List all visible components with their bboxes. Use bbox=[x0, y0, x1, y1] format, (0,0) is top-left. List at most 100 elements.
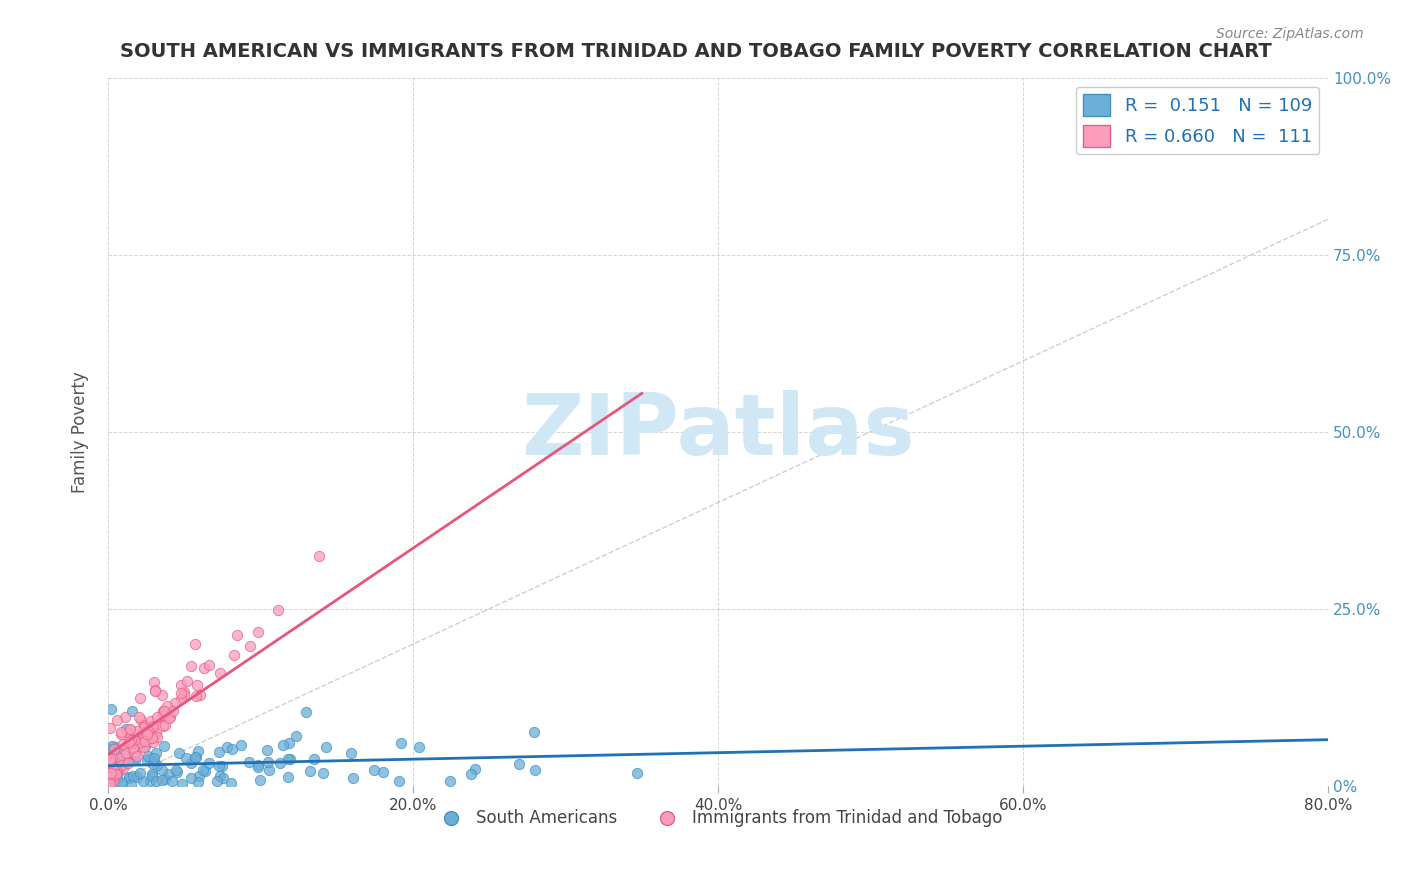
South Americans bbox=[124, 745, 146, 759]
Immigrants from Trinidad and Tobago bbox=[98, 764, 121, 779]
Immigrants from Trinidad and Tobago bbox=[143, 682, 166, 697]
Immigrants from Trinidad and Tobago bbox=[108, 751, 131, 765]
South Americans bbox=[143, 751, 166, 765]
South Americans bbox=[371, 764, 394, 779]
South Americans bbox=[524, 763, 547, 777]
Immigrants from Trinidad and Tobago bbox=[152, 707, 174, 722]
Immigrants from Trinidad and Tobago bbox=[165, 696, 187, 710]
South Americans bbox=[111, 776, 134, 790]
South Americans bbox=[152, 739, 174, 753]
Immigrants from Trinidad and Tobago bbox=[110, 726, 132, 740]
Immigrants from Trinidad and Tobago bbox=[98, 769, 121, 783]
South Americans bbox=[142, 754, 165, 768]
Immigrants from Trinidad and Tobago bbox=[131, 724, 153, 739]
South Americans bbox=[135, 754, 157, 768]
South Americans bbox=[141, 769, 163, 783]
Immigrants from Trinidad and Tobago bbox=[225, 628, 247, 642]
Immigrants from Trinidad and Tobago bbox=[193, 661, 215, 675]
South Americans bbox=[298, 764, 321, 779]
South Americans bbox=[112, 754, 135, 768]
South Americans bbox=[312, 766, 335, 780]
Immigrants from Trinidad and Tobago bbox=[98, 752, 121, 766]
Immigrants from Trinidad and Tobago bbox=[105, 713, 128, 727]
South Americans bbox=[249, 772, 271, 787]
South Americans bbox=[187, 775, 209, 789]
South Americans bbox=[107, 770, 129, 784]
South Americans bbox=[180, 756, 202, 770]
South Americans bbox=[339, 746, 361, 760]
South Americans bbox=[100, 772, 122, 786]
Immigrants from Trinidad and Tobago bbox=[117, 737, 139, 751]
Immigrants from Trinidad and Tobago bbox=[122, 740, 145, 755]
Immigrants from Trinidad and Tobago bbox=[152, 688, 174, 702]
Immigrants from Trinidad and Tobago bbox=[128, 710, 150, 724]
Immigrants from Trinidad and Tobago bbox=[142, 719, 165, 733]
Immigrants from Trinidad and Tobago bbox=[100, 774, 122, 789]
South Americans bbox=[278, 752, 301, 766]
South Americans bbox=[124, 748, 146, 763]
Immigrants from Trinidad and Tobago bbox=[98, 722, 121, 736]
Immigrants from Trinidad and Tobago bbox=[111, 758, 134, 772]
Immigrants from Trinidad and Tobago bbox=[141, 731, 163, 745]
South Americans bbox=[221, 741, 243, 756]
South Americans bbox=[101, 756, 124, 771]
Immigrants from Trinidad and Tobago bbox=[98, 776, 121, 790]
Immigrants from Trinidad and Tobago bbox=[131, 728, 153, 742]
South Americans bbox=[118, 772, 141, 786]
Immigrants from Trinidad and Tobago bbox=[98, 759, 121, 773]
South Americans bbox=[121, 704, 143, 718]
Immigrants from Trinidad and Tobago bbox=[152, 708, 174, 723]
Immigrants from Trinidad and Tobago bbox=[120, 722, 142, 736]
South Americans bbox=[165, 763, 187, 777]
Text: ZIPatlas: ZIPatlas bbox=[522, 390, 915, 473]
Immigrants from Trinidad and Tobago bbox=[105, 766, 128, 780]
Immigrants from Trinidad and Tobago bbox=[132, 718, 155, 732]
Immigrants from Trinidad and Tobago bbox=[134, 726, 156, 740]
South Americans bbox=[207, 774, 229, 789]
South Americans bbox=[208, 745, 231, 759]
Immigrants from Trinidad and Tobago bbox=[186, 678, 208, 692]
South Americans bbox=[217, 740, 239, 755]
South Americans bbox=[128, 765, 150, 780]
Immigrants from Trinidad and Tobago bbox=[145, 726, 167, 740]
South Americans bbox=[132, 774, 155, 789]
Immigrants from Trinidad and Tobago bbox=[124, 747, 146, 761]
South Americans bbox=[101, 739, 124, 754]
Immigrants from Trinidad and Tobago bbox=[114, 710, 136, 724]
South Americans bbox=[277, 736, 299, 750]
Immigrants from Trinidad and Tobago bbox=[138, 723, 160, 737]
South Americans bbox=[187, 744, 209, 758]
South Americans bbox=[294, 705, 316, 719]
South Americans bbox=[211, 759, 233, 773]
South Americans bbox=[408, 740, 430, 755]
Immigrants from Trinidad and Tobago bbox=[170, 692, 193, 706]
Immigrants from Trinidad and Tobago bbox=[159, 710, 181, 724]
Immigrants from Trinidad and Tobago bbox=[173, 688, 195, 702]
South Americans bbox=[315, 740, 337, 755]
South Americans bbox=[150, 773, 173, 788]
Immigrants from Trinidad and Tobago bbox=[104, 763, 127, 777]
Immigrants from Trinidad and Tobago bbox=[100, 762, 122, 776]
Immigrants from Trinidad and Tobago bbox=[104, 763, 127, 777]
Immigrants from Trinidad and Tobago bbox=[110, 725, 132, 739]
Immigrants from Trinidad and Tobago bbox=[118, 723, 141, 737]
Immigrants from Trinidad and Tobago bbox=[188, 688, 211, 702]
Text: Source: ZipAtlas.com: Source: ZipAtlas.com bbox=[1216, 27, 1364, 41]
Immigrants from Trinidad and Tobago bbox=[162, 705, 184, 719]
South Americans bbox=[256, 742, 278, 756]
South Americans bbox=[277, 770, 299, 784]
Immigrants from Trinidad and Tobago bbox=[98, 771, 121, 785]
South Americans bbox=[363, 764, 385, 778]
Immigrants from Trinidad and Tobago bbox=[143, 730, 166, 744]
Immigrants from Trinidad and Tobago bbox=[198, 657, 221, 672]
Legend: South Americans, Immigrants from Trinidad and Tobago: South Americans, Immigrants from Trinida… bbox=[427, 803, 1010, 834]
Immigrants from Trinidad and Tobago bbox=[101, 761, 124, 775]
South Americans bbox=[208, 759, 231, 773]
Immigrants from Trinidad and Tobago bbox=[146, 730, 169, 744]
Immigrants from Trinidad and Tobago bbox=[118, 735, 141, 749]
Immigrants from Trinidad and Tobago bbox=[103, 763, 125, 777]
South Americans bbox=[523, 725, 546, 739]
Text: SOUTH AMERICAN VS IMMIGRANTS FROM TRINIDAD AND TOBAGO FAMILY POVERTY CORRELATION: SOUTH AMERICAN VS IMMIGRANTS FROM TRINID… bbox=[120, 42, 1272, 61]
South Americans bbox=[111, 745, 134, 759]
Immigrants from Trinidad and Tobago bbox=[103, 742, 125, 756]
